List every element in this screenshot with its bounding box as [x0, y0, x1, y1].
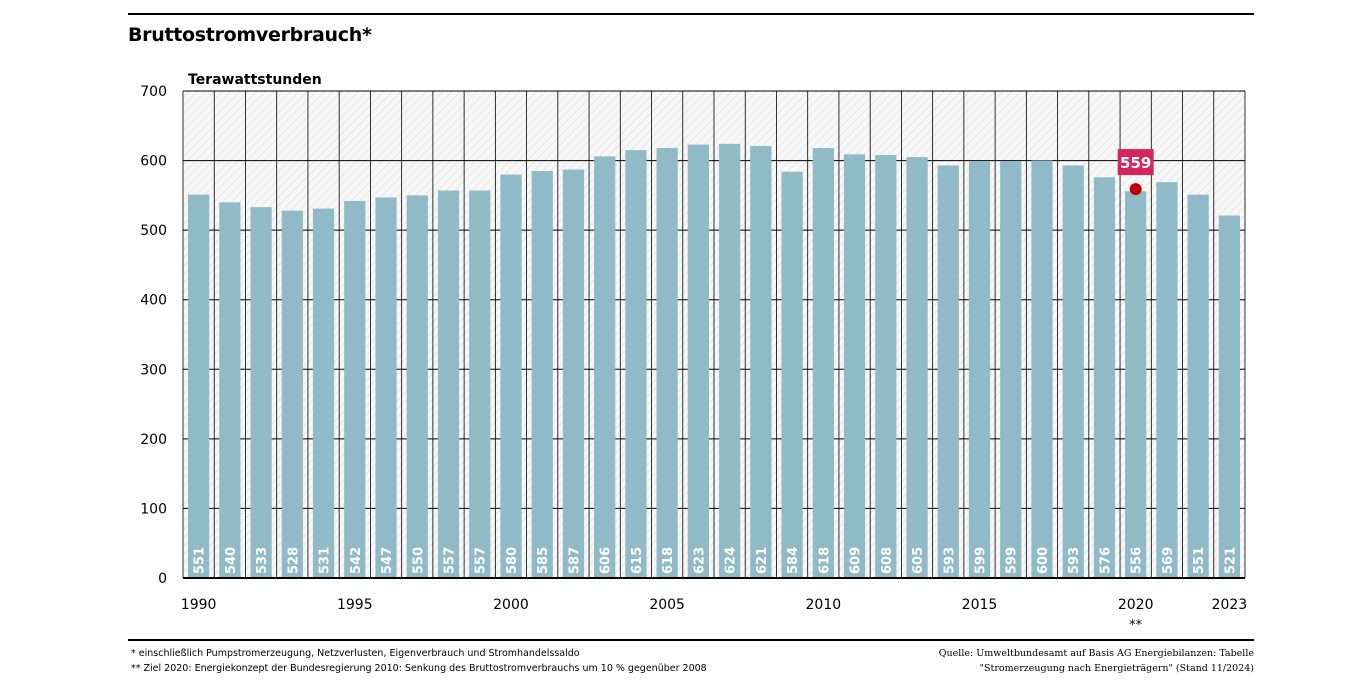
bar-value-label: 599: [974, 547, 989, 574]
bar-value-label: 600: [1036, 547, 1051, 574]
bar-value-label: 585: [536, 547, 551, 574]
target-label-box: [1117, 149, 1154, 176]
bar: [781, 171, 803, 578]
footnotes: * einschließlich Pumpstromerzeugung, Net…: [131, 646, 707, 676]
bar-value-label: 531: [318, 547, 333, 574]
y-tick-label: 700: [140, 84, 167, 100]
footnote-2: ** Ziel 2020: Energiekonzept der Bundesr…: [131, 663, 707, 674]
bar: [500, 174, 522, 578]
bar-value-label: 593: [1067, 547, 1082, 574]
bar: [750, 145, 772, 578]
bar-value-label: 618: [661, 547, 676, 574]
bar: [375, 197, 397, 579]
chart-title: Bruttostromverbrauch*: [128, 24, 372, 46]
bar: [812, 148, 834, 578]
bar: [594, 156, 616, 578]
y-axis-label: Terawattstunden: [188, 72, 322, 88]
x-tick-label: 2000: [493, 597, 529, 613]
x-tick-label: 2015: [962, 597, 998, 613]
bar: [531, 171, 553, 578]
bar-value-label: 609: [849, 547, 864, 574]
y-tick-label: 600: [140, 154, 167, 170]
bar: [906, 157, 928, 579]
bar-value-label: 556: [1130, 547, 1145, 574]
bar-value-label: 528: [286, 547, 301, 574]
bar-value-label: 557: [443, 547, 458, 574]
bar: [1062, 165, 1084, 579]
bar-value-label: 593: [942, 547, 957, 574]
bar-value-label: 587: [567, 547, 582, 574]
target-marker: [1129, 183, 1142, 196]
bar-value-label: 576: [1098, 547, 1113, 574]
source-line-1: Quelle: Umweltbundesamt auf Basis AG Ene…: [938, 648, 1254, 659]
bar-value-label: 584: [786, 547, 801, 574]
bar-value-label: 551: [1192, 547, 1207, 574]
x-tick-label: 2020: [1118, 597, 1154, 613]
x-tick-label: 1995: [337, 597, 373, 613]
y-tick-label: 0: [158, 571, 167, 587]
bar: [281, 210, 303, 579]
bar: [1187, 194, 1209, 578]
bottom-rule: [128, 639, 1254, 641]
y-tick-label: 500: [140, 223, 167, 239]
bar-value-label: 550: [411, 547, 426, 574]
bar-value-label: 608: [880, 547, 895, 574]
target-year-marker: **: [1129, 618, 1143, 633]
bar: [312, 208, 335, 578]
bar-value-label: 542: [349, 547, 364, 574]
bar-value-label: 621: [755, 547, 770, 574]
y-tick-label: 400: [140, 293, 167, 309]
x-tick-label: 2005: [649, 597, 685, 613]
bar: [1156, 182, 1178, 579]
bar: [187, 194, 210, 578]
bar: [219, 202, 241, 579]
bar: [437, 190, 460, 579]
bar: [875, 155, 897, 578]
bar-value-label: 557: [474, 547, 489, 574]
bar: [1218, 215, 1241, 579]
bar-value-label: 623: [692, 547, 707, 574]
bar-value-label: 551: [193, 547, 208, 574]
bar-value-label: 580: [505, 547, 520, 574]
bar-chart: Terawattstunden 0 100 200 300 400 500 600 700 551…: [140, 72, 1248, 633]
bar-value-label: 540: [224, 547, 239, 574]
bar: [656, 148, 678, 578]
bar: [718, 143, 741, 579]
bar: [250, 207, 272, 579]
bar: [469, 190, 491, 579]
bar-value-label: 547: [380, 547, 395, 574]
bar-value-label: 605: [911, 547, 926, 574]
footnote-1: * einschließlich Pumpstromerzeugung, Net…: [131, 648, 580, 659]
bar-value-label: 606: [599, 547, 614, 574]
bar: [687, 144, 710, 578]
bar: [625, 150, 647, 578]
y-tick-label: 100: [140, 501, 167, 517]
bar-value-label: 569: [1161, 547, 1176, 574]
bar: [843, 154, 866, 578]
x-tick-label: 1990: [181, 597, 217, 613]
top-rule: [128, 13, 1254, 15]
target-label: 559: [1120, 154, 1151, 172]
bar-value-label: 618: [817, 547, 832, 574]
bar-value-label: 521: [1223, 547, 1238, 574]
bar: [1125, 191, 1147, 578]
bar: [344, 200, 366, 578]
bar-value-label: 615: [630, 547, 645, 574]
x-tick-label: 2010: [806, 597, 842, 613]
y-tick-label: 300: [140, 362, 167, 378]
x-tick-label: 2023: [1212, 597, 1248, 613]
bar: [968, 161, 991, 578]
bar: [406, 195, 428, 578]
bar: [937, 165, 959, 579]
y-tick-label: 200: [140, 432, 167, 448]
bar-value-label: 533: [255, 547, 270, 574]
bar: [1000, 161, 1022, 578]
source-line-2: "Stromerzeugung nach Energieträgern" (St…: [979, 663, 1254, 674]
bar: [1031, 160, 1053, 579]
bar-value-label: 624: [724, 547, 739, 574]
bar: [1093, 177, 1116, 579]
bar: [562, 169, 585, 578]
bar-value-label: 599: [1005, 547, 1020, 574]
source-note: Quelle: Umweltbundesamt auf Basis AG Ene…: [939, 646, 1254, 676]
